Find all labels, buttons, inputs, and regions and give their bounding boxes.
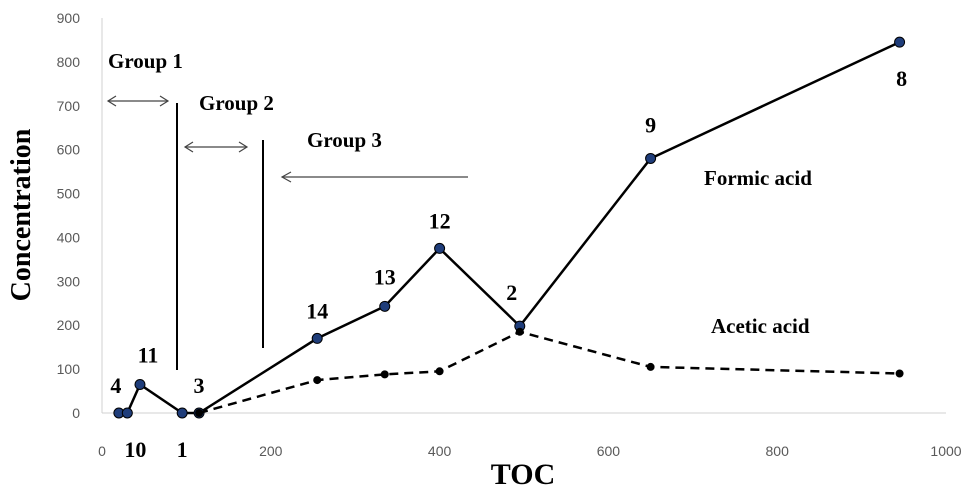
y-tick-labels: 0 100 200 300 400 500 600 700 800 900 xyxy=(57,10,81,421)
x-tick-label: 400 xyxy=(428,443,452,459)
x-tick-label: 1000 xyxy=(930,443,961,459)
y-tick-label: 500 xyxy=(57,186,81,202)
group1-label: Group 1 xyxy=(108,49,183,73)
point-label: 4 xyxy=(110,373,121,398)
formic-acid-point xyxy=(134,378,146,390)
group-annotations: Group 1 Group 2 Group 3 xyxy=(106,49,468,370)
point-label: 12 xyxy=(429,208,451,233)
y-tick-label: 200 xyxy=(57,317,81,333)
acetic-acid-point xyxy=(895,369,904,378)
acetic-acid-point xyxy=(515,327,524,336)
acetic-acid-line xyxy=(198,330,900,415)
group2-arrowhead-left xyxy=(183,141,194,153)
y-tick-label: 300 xyxy=(57,273,81,289)
point-label: 10 xyxy=(124,437,146,462)
point-label: 11 xyxy=(138,342,159,367)
acetic-acid-label: Acetic acid xyxy=(711,314,810,338)
point-label: 14 xyxy=(306,298,328,323)
point-label: 2 xyxy=(506,280,517,305)
x-tick-label: 0 xyxy=(98,443,106,459)
group2-label: Group 2 xyxy=(199,91,274,115)
group2-arrowhead-right xyxy=(238,141,249,153)
formic-acid-point xyxy=(894,36,906,48)
y-tick-label: 600 xyxy=(57,142,81,158)
acetic-acid-point xyxy=(313,376,322,385)
y-tick-label: 0 xyxy=(72,405,80,421)
x-tick-label: 600 xyxy=(597,443,621,459)
x-axis-title: TOC xyxy=(491,458,555,491)
y-tick-label: 700 xyxy=(57,98,81,114)
acetic-acid-point xyxy=(435,367,444,376)
formic-acid-label: Formic acid xyxy=(704,166,812,190)
formic-acid-point xyxy=(176,407,188,419)
point-label: 1 xyxy=(177,437,188,462)
group3-label: Group 3 xyxy=(307,128,382,152)
acetic-acid-point xyxy=(195,409,204,417)
x-tick-label: 200 xyxy=(259,443,283,459)
y-tick-label: 900 xyxy=(57,10,81,26)
series-layer xyxy=(113,36,906,419)
formic-acid-point xyxy=(311,332,323,344)
group3-arrowhead-left xyxy=(280,171,292,183)
group1-arrowhead-right xyxy=(159,95,170,107)
formic-acid-point xyxy=(121,407,133,419)
x-tick-labels: 0 200 400 600 800 1000 xyxy=(98,443,962,459)
group1-arrowhead-left xyxy=(106,95,117,107)
point-label: 9 xyxy=(645,112,656,137)
formic-acid-point xyxy=(434,242,446,254)
point-label: 8 xyxy=(896,66,907,91)
acetic-acid-point xyxy=(380,370,389,379)
point-label: 3 xyxy=(194,373,205,398)
x-tick-label: 800 xyxy=(766,443,790,459)
y-tick-label: 800 xyxy=(57,54,81,70)
point-label: 13 xyxy=(374,264,396,289)
acetic-acid-point xyxy=(646,362,655,371)
y-axis-title: Concentration xyxy=(6,128,37,301)
y-tick-label: 100 xyxy=(57,361,81,377)
formic-acid-point xyxy=(645,152,657,164)
y-tick-label: 400 xyxy=(57,229,81,245)
formic-acid-point xyxy=(379,300,391,312)
